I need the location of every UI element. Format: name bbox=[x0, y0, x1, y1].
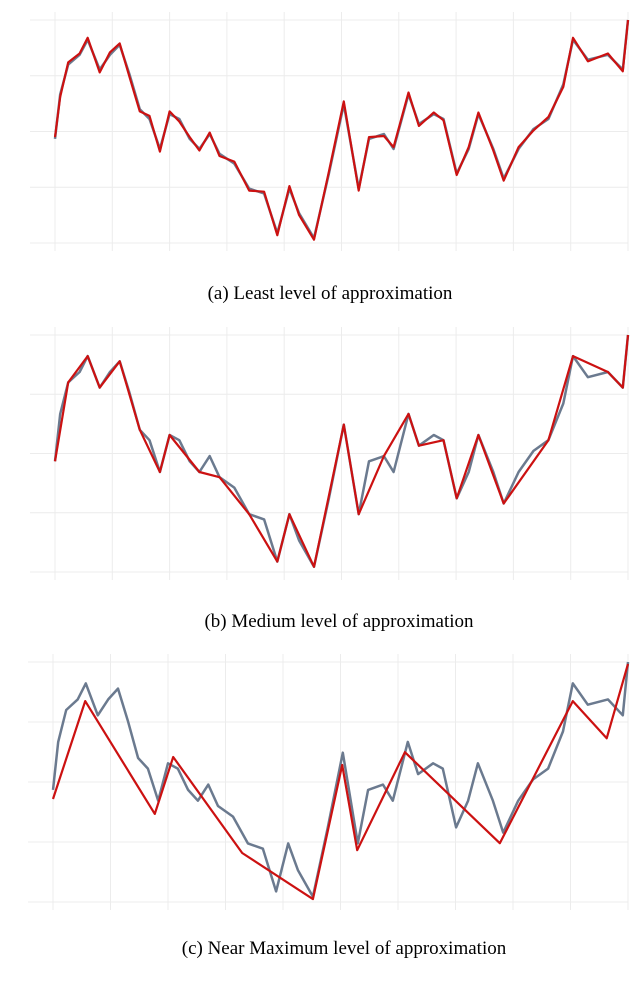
series-line bbox=[53, 334, 630, 568]
caption: (c) Near Maximum level of approximation bbox=[182, 938, 507, 959]
caption: (b) Medium level of approximation bbox=[204, 611, 474, 632]
caption: (a) Least level of approximation bbox=[208, 283, 453, 304]
series-line bbox=[53, 19, 630, 241]
series-line bbox=[51, 663, 630, 901]
